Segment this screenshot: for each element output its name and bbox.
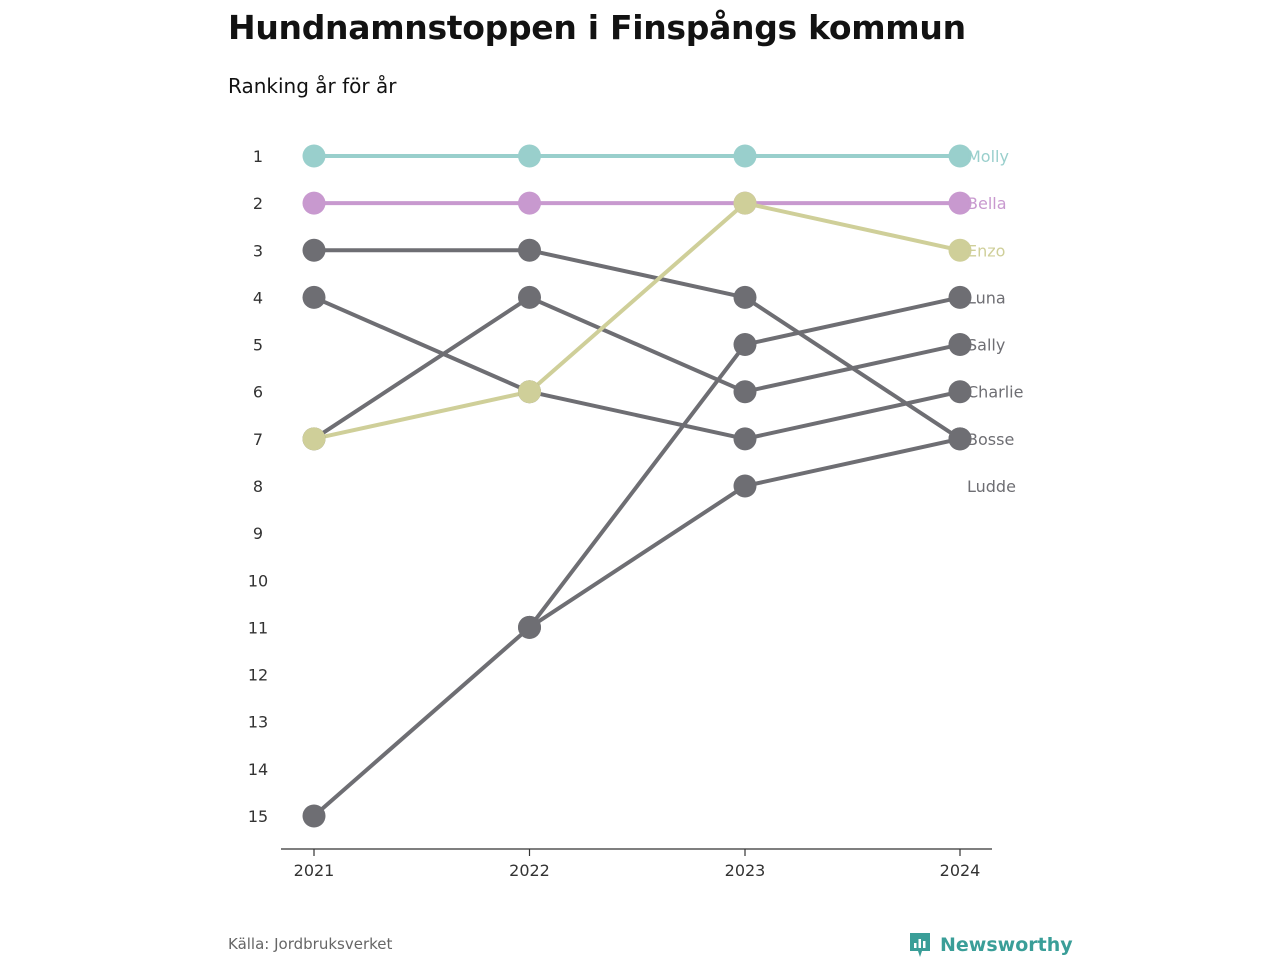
point-enzo-2023 — [733, 191, 757, 215]
chart-title: Hundnamnstoppen i Finspångs kommun — [228, 8, 966, 47]
x-tick-label: 2022 — [509, 861, 550, 880]
series-label-charlie: Charlie — [967, 383, 1023, 402]
point-enzo-2021 — [302, 427, 326, 451]
y-tick-label: 4 — [253, 288, 263, 307]
series-label-bosse: Bosse — [967, 430, 1014, 449]
point-charlie-2021 — [302, 285, 326, 309]
newsworthy-icon — [910, 933, 930, 957]
point-bella-2021 — [302, 191, 326, 215]
source-note: Källa: Jordbruksverket — [228, 935, 393, 953]
point-bosse-2023 — [733, 285, 757, 309]
x-tick-label: 2021 — [294, 861, 335, 880]
y-tick-label: 3 — [253, 241, 263, 260]
point-sally-2023 — [733, 380, 757, 404]
chart-subtitle: Ranking år för år — [228, 74, 397, 98]
series-label-ludde: Ludde — [967, 477, 1016, 496]
point-charlie-2024 — [948, 380, 972, 404]
y-tick-label: 6 — [253, 383, 263, 402]
point-charlie-2023 — [733, 427, 757, 451]
y-tick-label: 12 — [248, 666, 268, 685]
point-enzo-2024 — [948, 238, 972, 262]
point-ludde-2024 — [948, 427, 972, 451]
brand-logo: Newsworthy — [908, 931, 1073, 959]
point-luna-2021 — [302, 804, 326, 828]
series-line-charlie — [312, 295, 962, 441]
point-sally-2024 — [948, 333, 972, 357]
point-sally-2022 — [518, 285, 541, 309]
series-line-luna — [312, 295, 962, 818]
point-molly-2023 — [733, 144, 757, 168]
series-line-enzo — [312, 201, 962, 441]
series-label-molly: Molly — [967, 147, 1009, 166]
y-tick-label: 10 — [248, 571, 268, 590]
point-molly-2024 — [948, 144, 972, 168]
y-tick-label: 8 — [253, 477, 263, 496]
x-tick-label: 2024 — [940, 861, 981, 880]
point-bosse-2021 — [302, 238, 326, 262]
point-luna-2023 — [733, 333, 757, 357]
y-tick-label: 5 — [253, 336, 263, 355]
y-tick-label: 13 — [248, 713, 268, 732]
point-bosse-2022 — [518, 238, 541, 262]
y-tick-label: 2 — [253, 194, 263, 213]
series-label-sally: Sally — [967, 336, 1005, 355]
series-label-enzo: Enzo — [967, 241, 1005, 260]
point-luna-2024 — [948, 285, 972, 309]
y-tick-label: 7 — [253, 430, 263, 449]
series-lines — [312, 154, 962, 818]
series-label-bella: Bella — [967, 194, 1007, 213]
point-bella-2022 — [518, 191, 541, 215]
point-ludde-2023 — [733, 474, 757, 498]
point-ludde-2022 — [518, 615, 541, 639]
y-tick-label: 14 — [248, 760, 268, 779]
y-tick-label: 11 — [248, 618, 268, 637]
series-label-luna: Luna — [967, 288, 1006, 307]
series-points — [302, 144, 972, 828]
series-line-ludde — [527, 436, 962, 630]
point-bella-2024 — [948, 191, 972, 215]
x-axis: 2021 2022 2023 2024 — [281, 848, 992, 880]
point-molly-2022 — [518, 144, 541, 168]
y-tick-label: 15 — [248, 807, 268, 826]
brand-name: Newsworthy — [940, 934, 1073, 956]
x-tick-label: 2023 — [725, 861, 766, 880]
y-tick-label: 9 — [253, 524, 263, 543]
point-molly-2021 — [302, 144, 326, 168]
y-tick-label: 1 — [253, 147, 263, 166]
series-labels: Molly Bella Enzo Luna Sally Charlie Bosse Ludde — [967, 147, 1023, 496]
point-enzo-2022 — [518, 380, 541, 404]
series-line-bosse — [312, 248, 962, 441]
